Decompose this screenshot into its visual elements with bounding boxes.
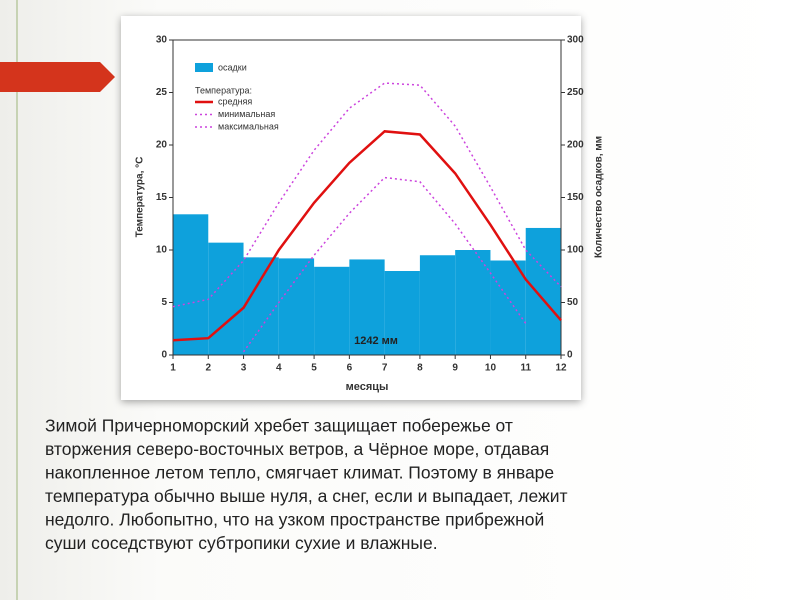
x-tick-label: 9 xyxy=(452,363,458,374)
y-tick-label: 20 xyxy=(156,140,168,151)
legend-swatch xyxy=(195,63,213,72)
x-tick-label: 6 xyxy=(347,363,353,374)
x-tick-label: 10 xyxy=(485,363,497,374)
legend-label: минимальная xyxy=(218,109,275,119)
text-line: накопленное летом тепло, смягчает климат… xyxy=(45,463,554,483)
y-tick-label: 5 xyxy=(161,297,167,308)
y-tick-label: 0 xyxy=(161,350,167,361)
y-tick-label: 10 xyxy=(156,245,168,256)
precip-bar xyxy=(455,250,491,355)
legend-label: осадки xyxy=(218,62,247,72)
y2-tick-label: 50 xyxy=(567,297,579,308)
legend-label: максимальная xyxy=(218,121,279,131)
precip-bar xyxy=(243,257,279,355)
y2-tick-label: 100 xyxy=(567,245,584,256)
precip-bar xyxy=(525,227,561,355)
x-tick-label: 8 xyxy=(417,363,423,374)
y2-axis-label: Количество осадков, мм xyxy=(594,136,605,258)
text-line: температура обычно выше нуля, а снег, ес… xyxy=(45,486,568,506)
x-tick-label: 11 xyxy=(520,363,531,374)
precip-bar xyxy=(384,271,420,355)
y2-tick-label: 300 xyxy=(567,35,584,46)
x-tick-label: 1 xyxy=(170,363,176,374)
x-tick-label: 2 xyxy=(205,363,211,374)
x-tick-label: 4 xyxy=(276,363,282,374)
x-tick-label: 7 xyxy=(382,363,388,374)
text-line: суши соседствуют субтропики сухие и влаж… xyxy=(45,533,438,553)
x-tick-label: 3 xyxy=(241,363,247,374)
y2-tick-label: 250 xyxy=(567,87,584,98)
precip-bar xyxy=(314,266,350,355)
text-line: вторжения северо-восточных ветров, а Чёр… xyxy=(45,439,549,459)
y-tick-label: 15 xyxy=(156,192,168,203)
x-axis-label: месяцы xyxy=(346,381,389,393)
precip-bar xyxy=(490,260,526,355)
precip-bar xyxy=(419,255,456,355)
precip-bar xyxy=(349,259,385,355)
y2-tick-label: 200 xyxy=(567,140,584,151)
y-tick-label: 25 xyxy=(156,87,168,98)
x-tick-label: 12 xyxy=(555,363,567,374)
deco-arrow xyxy=(0,62,115,92)
text-line: недолго. Любопытно, что на узком простра… xyxy=(45,510,544,530)
legend-label: средняя xyxy=(218,96,252,106)
precip-bar xyxy=(173,214,209,355)
body-text: Зимой Причерноморский хребет защищает по… xyxy=(45,416,568,554)
x-tick-label: 5 xyxy=(311,363,317,374)
legend-title: Температура: xyxy=(195,85,252,95)
temp-line xyxy=(172,130,562,342)
precip-bar xyxy=(208,242,244,355)
text-line: Зимой Причерноморский хребет защищает по… xyxy=(45,416,513,436)
annotation: 1242 мм xyxy=(354,335,398,347)
y2-tick-label: 0 xyxy=(567,350,573,361)
y-tick-label: 30 xyxy=(156,35,168,46)
temp-line xyxy=(242,176,527,353)
precip-bar xyxy=(278,258,315,355)
y-axis-label: Температура, °С xyxy=(135,157,146,238)
temp-line xyxy=(172,82,562,308)
y2-tick-label: 150 xyxy=(567,192,584,203)
